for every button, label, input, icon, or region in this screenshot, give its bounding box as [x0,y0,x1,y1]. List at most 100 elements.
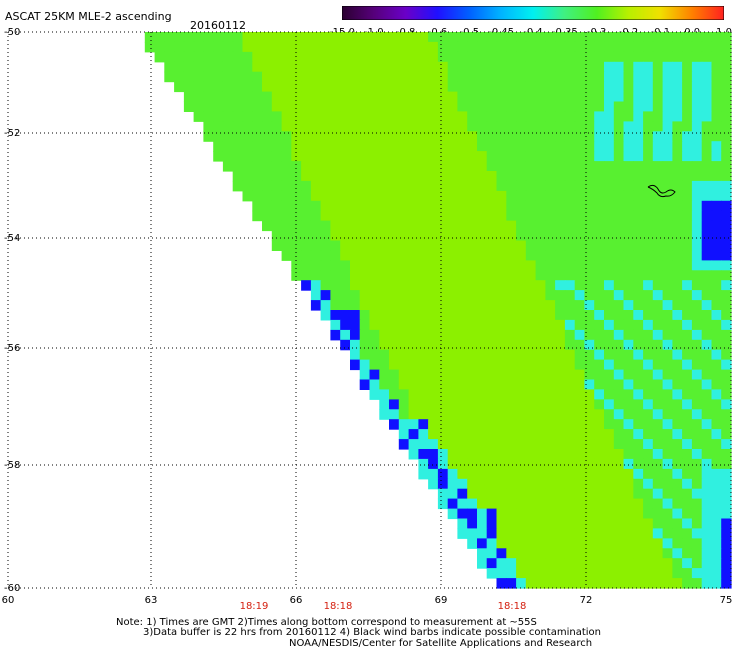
swath-cell [183,51,195,63]
swath-cell [359,61,371,73]
swath-cell [555,61,566,73]
swath-cell [662,32,673,43]
swath-cell [447,488,459,500]
swath-cell [252,210,263,222]
swath-cell [525,399,537,410]
swath-cell [623,71,634,83]
swath-cell [643,151,654,162]
swath-cell [242,91,253,103]
swath-cell [691,51,703,63]
swath-cell [652,71,664,83]
swath-cell [320,171,331,182]
swath-cell [291,200,302,212]
swath-cell [525,508,537,520]
swath-cell [701,220,713,232]
swath-cell [564,220,576,232]
swath-cell [496,458,507,470]
swath-cell [613,111,625,122]
swath-cell [691,91,703,103]
swath-cell [418,131,429,142]
swath-cell [672,41,683,53]
swath-cell [643,230,654,242]
swath-cell [506,538,517,549]
swath-cell [623,32,634,43]
swath-cell [545,220,556,232]
swath-cell [408,290,419,301]
swath-cell [555,161,566,172]
swath-cell [477,131,488,142]
swath-cell [535,488,546,500]
swath-cell [691,310,703,321]
swath-cell [389,111,400,122]
swath-cell [643,568,654,579]
swath-cell [467,290,478,301]
swath-cell [613,310,625,321]
swath-cell [359,379,371,390]
swath-cell [672,449,683,460]
swath-cell [398,121,410,132]
swath-cell [623,319,634,331]
swath-cell [564,131,576,142]
swath-cell [525,151,537,162]
swath-cell [506,310,517,321]
swath-cell [222,141,234,152]
swath-cell [594,429,605,440]
swath-cell [486,349,498,361]
swath-cell [486,319,498,331]
swath-cell [623,240,634,251]
swath-cell [486,230,498,242]
swath-cell [271,61,283,73]
swath-cell [691,429,703,440]
swath-cell [310,190,322,202]
swath-cell [428,180,439,192]
swath-cell [408,151,419,162]
swath-cell [359,81,371,93]
swath-cell [545,51,556,63]
swath-cell [320,131,331,142]
swath-cell [682,250,693,261]
swath-cell [594,548,605,559]
swath-cell [594,171,605,182]
swath-cell [301,51,312,63]
swath-cell [662,578,673,589]
swath-cell [545,429,556,440]
swath-cell [711,260,722,271]
swath-cell [506,290,517,301]
swath-cell [643,101,654,112]
swath-cell [389,200,400,212]
swath-cell [711,141,722,152]
swath-cell [525,488,537,500]
swath-cell [477,528,488,539]
swath-cell [535,558,546,569]
swath-cell [418,439,429,450]
swath-cell [613,250,625,261]
swath-cell [320,161,331,172]
swath-cell [496,290,507,301]
swath-cell [594,111,605,122]
swath-cell [525,558,537,569]
swath-cell [340,250,351,261]
swath-cell [428,399,439,410]
swath-cell [594,131,605,142]
swath-cell [486,488,498,500]
swath-cell [613,518,625,529]
swath-cell [613,71,625,83]
swath-cell [711,498,722,510]
swath-cell [555,151,566,162]
swath-cell [711,369,722,381]
swath-cell [584,111,595,122]
swath-cell [594,270,605,281]
swath-cell [379,111,390,122]
swath-cell [310,101,322,112]
swath-cell [496,339,507,351]
swath-cell [496,538,507,549]
swath-cell [281,121,292,132]
swath-cell [701,419,713,430]
swath-cell [281,200,292,212]
swath-cell [496,111,507,122]
swath-cell [525,260,537,271]
swath-cell [604,508,615,520]
swath-cell [535,329,546,341]
swath-cell [408,449,419,460]
swath-cell [467,210,478,222]
